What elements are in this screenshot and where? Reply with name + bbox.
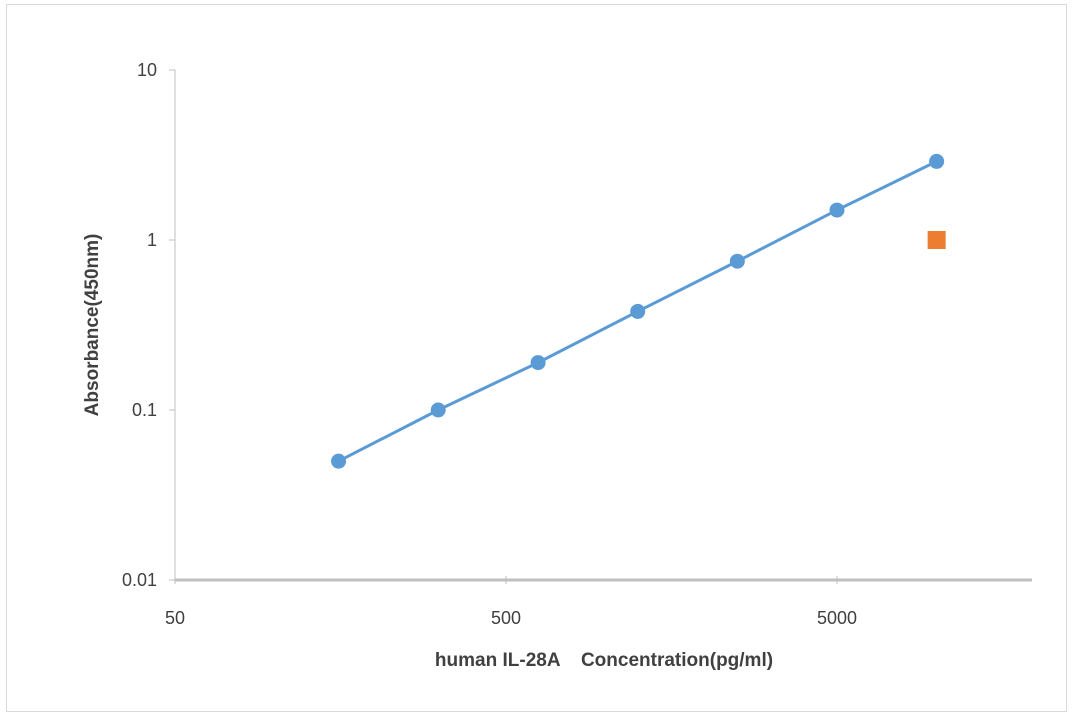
- y-tick-label: 10: [137, 60, 157, 80]
- y-tick-label: 0.01: [122, 570, 157, 590]
- series-1: [331, 153, 945, 469]
- data-point: [430, 402, 446, 418]
- x-tick-label: 50: [165, 608, 185, 628]
- data-point: [331, 453, 347, 469]
- data-point: [530, 355, 546, 371]
- data-point: [929, 153, 945, 169]
- x-axis-title: human IL-28A Concentration(pg/ml): [435, 650, 773, 671]
- series-2: [927, 231, 946, 249]
- y-axis-title: Absorbance(450nm): [82, 234, 103, 417]
- axes: [174, 70, 1032, 582]
- series-layer: [331, 153, 946, 469]
- y-tick-label: 1: [147, 230, 157, 250]
- data-point: [630, 303, 646, 319]
- data-point: [829, 202, 845, 218]
- data-point: [729, 253, 745, 269]
- x-tick-label: 5000: [817, 608, 857, 628]
- data-point-square: [927, 231, 946, 249]
- x-tick-label: 500: [491, 608, 521, 628]
- y-tick-label: 0.1: [132, 400, 157, 420]
- ticks: 10 1 0.1 0.01 50 500 5000: [122, 60, 857, 628]
